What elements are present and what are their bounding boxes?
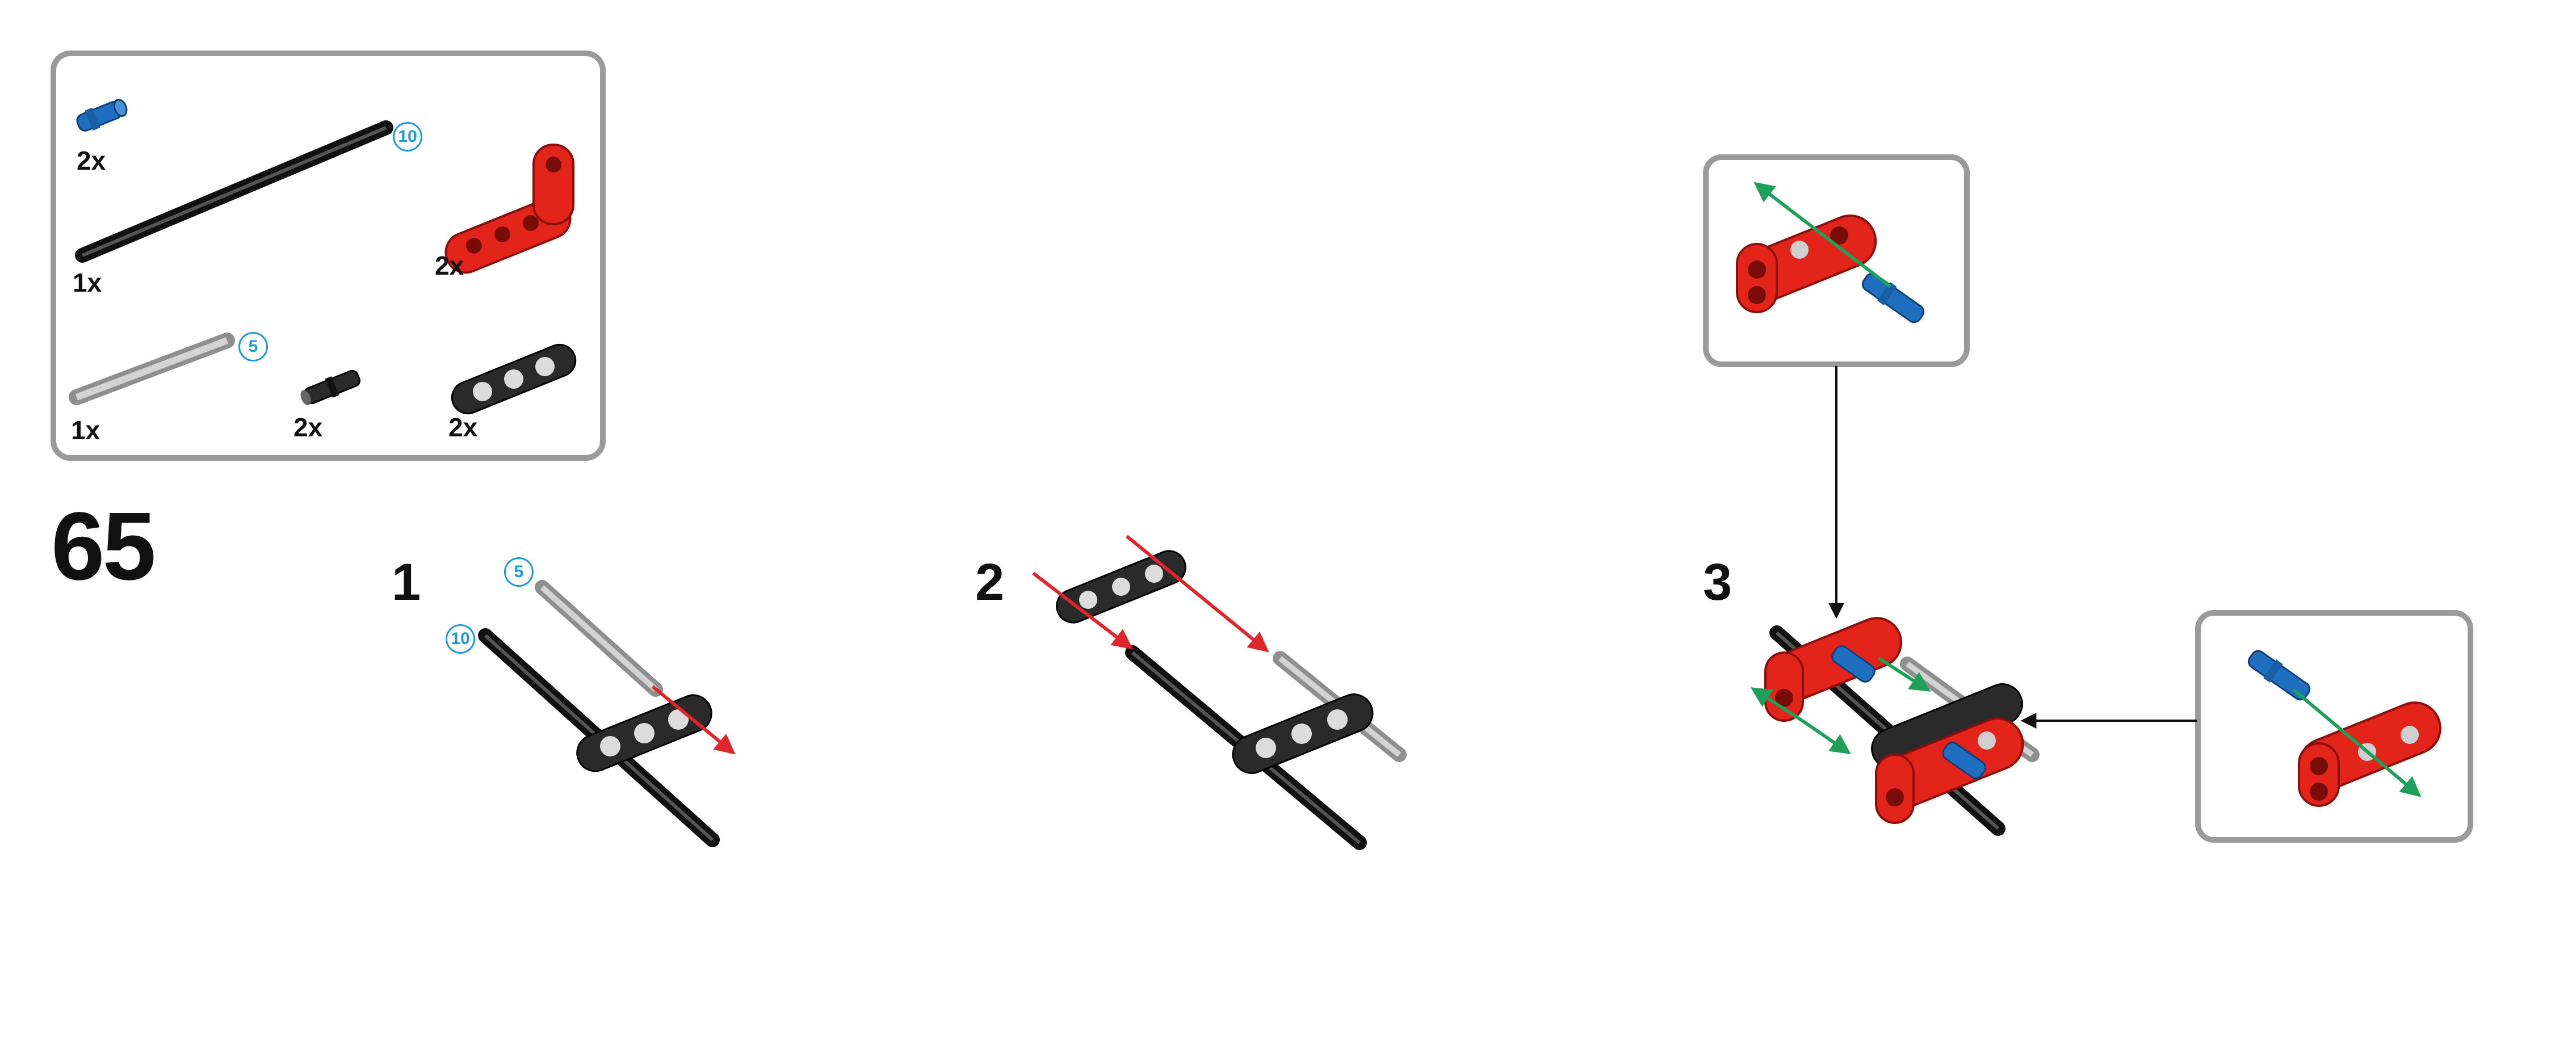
- step-1-assembly: [478, 580, 736, 847]
- step-1-callout-black-axle: 10: [446, 624, 475, 654]
- qty-grey-axle: 1x: [71, 415, 100, 445]
- red-angled-beam-icon: [444, 144, 574, 274]
- grey-axle-icon: [69, 333, 235, 405]
- step-2-assembly: [1032, 535, 1407, 850]
- step-number-3: 3: [1703, 553, 1732, 611]
- qty-red-angled-beam: 2x: [435, 251, 464, 280]
- page-number: 65: [51, 493, 156, 600]
- qty-black-axle: 1x: [73, 268, 102, 297]
- black-axle-icon: [75, 120, 393, 263]
- qty-black-thin-beam: 2x: [448, 413, 478, 442]
- step-number-1: 1: [392, 553, 421, 611]
- black-thin-beam-icon: [451, 343, 577, 415]
- qty-black-connector-peg: 2x: [293, 413, 323, 442]
- length-callout-black-axle: 10: [393, 122, 422, 152]
- blue-axle-pin-icon: [76, 99, 128, 132]
- qty-blue-axle-pin: 2x: [77, 146, 106, 175]
- step-number-2: 2: [975, 553, 1005, 611]
- substep-top-parts: [1736, 182, 1925, 323]
- length-callout-grey-axle: 5: [238, 332, 268, 361]
- substep-right-parts: [2247, 650, 2441, 807]
- step-3-assembly: [1750, 617, 2040, 836]
- black-connector-peg-icon: [300, 369, 361, 406]
- step-1-callout-grey-axle: 5: [504, 557, 534, 587]
